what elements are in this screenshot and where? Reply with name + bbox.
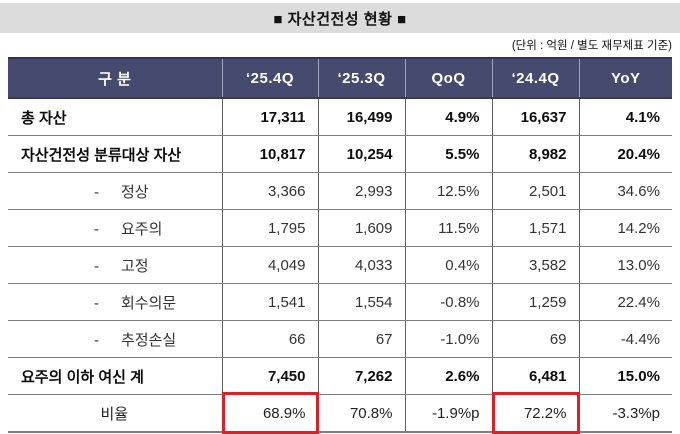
asset-soundness-table: 구 분 ‘25.4Q ‘25.3Q QoQ ‘24.4Q YoY 총 자산 17… [8,57,672,434]
cell-value: 4.9% [404,98,492,136]
row-dash: - [94,257,99,275]
cell-value: 14.2% [578,209,672,247]
cell-value: 11.5% [404,209,492,247]
cell-value: 6,481 [491,357,579,395]
cell-value: 8,982 [491,135,579,173]
cell-value: 7,262 [317,357,405,395]
table-row-precautionary: - 요주의 1,795 1,609 11.5% 1,571 14.2% [8,209,672,247]
cell-value: 2,501 [491,172,579,210]
cell-value: 20.4% [578,135,672,173]
page-title: ■ 자산건전성 현황 ■ [0,3,680,33]
cell-value: 5.5% [404,135,492,173]
column-header-category: 구 분 [8,58,222,99]
table-row-substandard-and-below-total: 요주의 이하 여신 계 7,450 7,262 2.6% 6,481 15.0% [8,357,672,395]
cell-value: 66 [221,320,318,358]
cell-value: 1,795 [221,209,318,247]
column-header-25-4q: ‘25.4Q [221,58,318,99]
cell-value: 4,049 [221,246,318,284]
cell-value: 7,450 [221,357,318,395]
cell-value: 67 [317,320,405,358]
row-label: 요주의 [121,220,163,238]
cell-value: -1.9%p [404,394,492,433]
table-row-substandard: - 고정 4,049 4,033 0.4% 3,582 13.0% [8,246,672,284]
row-dash: - [94,331,99,349]
column-header-yoy: YoY [578,58,672,99]
table-row-normal: - 정상 3,366 2,993 12.5% 2,501 34.6% [8,172,672,210]
table-row-classified-assets: 자산건전성 분류대상 자산 10,817 10,254 5.5% 8,982 2… [8,135,672,173]
table-row-ratio: 비율 68.9% 70.8% -1.9%p 72.2% -3.3%p [8,392,672,434]
cell-value: -0.8% [404,283,492,321]
row-label: 비율 [8,394,222,433]
cell-value: 10,254 [317,135,405,173]
cell-value: 13.0% [578,246,672,284]
cell-value: -3.3%p [578,394,672,433]
row-label: 고정 [121,257,149,275]
row-label: 정상 [121,183,149,201]
cell-value: 15.0% [578,357,672,395]
page-title-text: ■ 자산건전성 현황 ■ [273,10,407,28]
cell-value: 3,582 [491,246,579,284]
row-label: 총 자산 [8,98,222,136]
cell-value: -4.4% [578,320,672,358]
cell-value: 72.2% [523,404,567,422]
cell-value: 3,366 [221,172,318,210]
column-header-24-4q: ‘24.4Q [491,58,579,99]
cell-value: 4.1% [578,98,672,136]
cell-value: 1,541 [221,283,318,321]
cell-value: 1,571 [491,209,579,247]
cell-value: 22.4% [578,283,672,321]
cell-value: 2,993 [317,172,405,210]
column-header-25-3q: ‘25.3Q [317,58,405,99]
row-dash: - [94,294,99,312]
table-row-estimated-loss: - 추정손실 66 67 -1.0% 69 -4.4% [8,320,672,358]
row-dash: - [94,220,99,238]
table-row-doubtful: - 회수의문 1,541 1,554 -0.8% 1,259 22.4% [8,283,672,321]
cell-value: 1,554 [317,283,405,321]
cell-value: 16,637 [491,98,579,136]
cell-value: 1,259 [491,283,579,321]
row-label: 회수의문 [121,294,177,312]
cell-value: 17,311 [221,98,318,136]
row-label: 추정손실 [121,331,177,349]
cell-value: 2.6% [404,357,492,395]
cell-value: 4,033 [317,246,405,284]
row-label: 요주의 이하 여신 계 [8,357,222,395]
unit-note: (단위 : 억원 / 별도 재무제표 기준) [511,40,672,52]
cell-value: 16,499 [317,98,405,136]
cell-value: 12.5% [404,172,492,210]
cell-value: 0.4% [404,246,492,284]
table-row-total-assets: 총 자산 17,311 16,499 4.9% 16,637 4.1% [8,98,672,136]
column-header-qoq: QoQ [404,58,492,99]
header-row: 구 분 ‘25.4Q ‘25.3Q QoQ ‘24.4Q YoY [8,58,672,99]
cell-value: 1,609 [317,209,405,247]
cell-value: 70.8% [317,394,405,433]
cell-value: 34.6% [578,172,672,210]
cell-value: -1.0% [404,320,492,358]
row-dash: - [94,183,99,201]
cell-value: 68.9% [262,404,306,422]
row-label: 자산건전성 분류대상 자산 [8,135,222,173]
cell-value: 10,817 [221,135,318,173]
cell-value: 69 [491,320,579,358]
